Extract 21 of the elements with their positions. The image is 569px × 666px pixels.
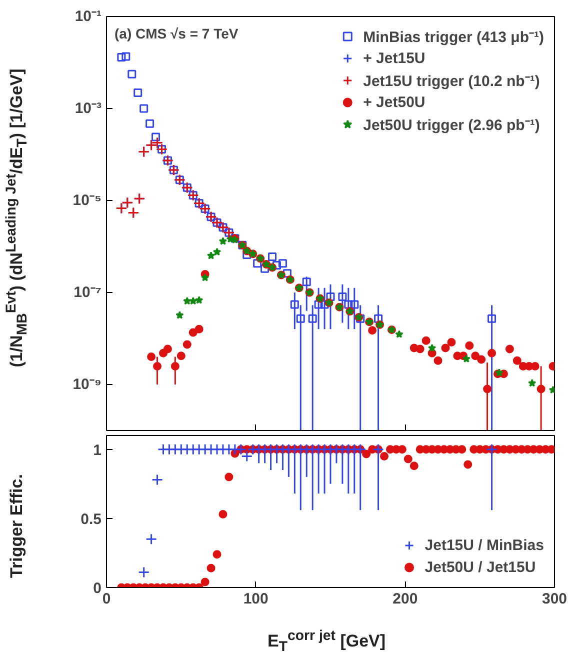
y-tick-label: 10⁻⁵ bbox=[72, 192, 102, 209]
legend-label: Jet15U trigger (10.2 nb⁻¹) bbox=[363, 72, 540, 90]
x-tick-label: 300 bbox=[542, 590, 568, 608]
legend-label: Jet50U / Jet15U bbox=[424, 558, 536, 576]
legend-label: + Jet50U bbox=[363, 94, 426, 110]
annotation: (a) CMS √s = 7 TeV bbox=[114, 26, 239, 42]
y-tick-label: 10⁻⁷ bbox=[74, 284, 102, 301]
y-tick-label: 10⁻⁹ bbox=[72, 376, 102, 393]
legend-label: Jet50U trigger (2.96 pb⁻¹) bbox=[363, 116, 540, 134]
legend-label: + Jet15U bbox=[363, 50, 426, 66]
legend-label: MinBias trigger (413 μb⁻¹) bbox=[363, 28, 544, 46]
y-axis-title: Trigger Effic. bbox=[6, 474, 27, 578]
y-tick-label: 1 bbox=[93, 442, 102, 459]
y-tick-label: 0.5 bbox=[80, 510, 102, 528]
legend-label: Jet15U / MinBias bbox=[424, 536, 544, 554]
y-tick-label: 10⁻³ bbox=[74, 100, 102, 117]
y-tick-label: 0 bbox=[93, 580, 102, 597]
x-tick-label: 100 bbox=[243, 590, 268, 608]
x-tick-label: 200 bbox=[392, 590, 418, 608]
x-axis-title: E$_{T}$$^{corr jet}$ [GeV] bbox=[266, 627, 387, 658]
y-tick-label: 10⁻¹ bbox=[74, 8, 102, 25]
